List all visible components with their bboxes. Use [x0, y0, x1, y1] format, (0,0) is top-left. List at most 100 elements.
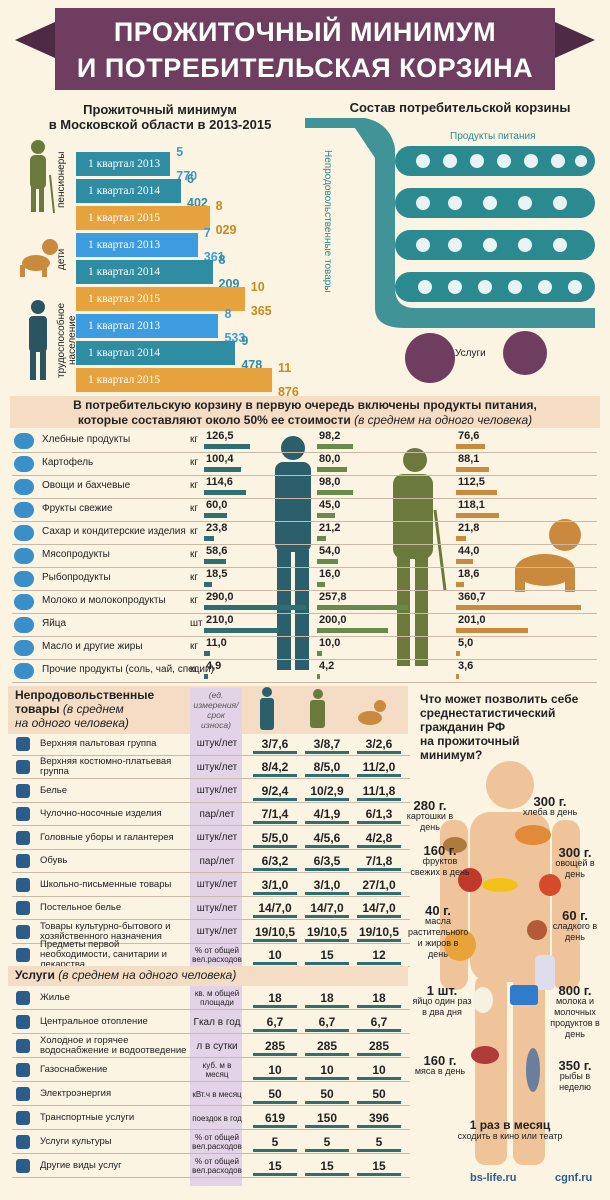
row-icon [16, 1135, 30, 1149]
food-value-p: 200,0 [319, 614, 347, 626]
row-icon [16, 1039, 30, 1053]
food-value-a: 11,0 [206, 637, 227, 649]
note-text: мяса в день [414, 1066, 466, 1076]
row-name: Услуги культуры [40, 1136, 112, 1147]
row-unit: % от общей вел.расходов [192, 1133, 242, 1151]
food-bar-c [456, 444, 485, 449]
minimum-bar: 1 квартал 2015 [76, 368, 272, 392]
minimum-row: 1 квартал 2015 11 876 [76, 356, 313, 404]
row-value-c: 27/1,0 [362, 877, 396, 892]
food-bar-a [204, 490, 246, 495]
row-icon [16, 760, 30, 775]
food-value-c: 76,6 [458, 430, 480, 442]
food-bar-a [204, 651, 210, 656]
row-value-p: 50 [320, 1087, 334, 1101]
table-row: Школьно-письменные товары штук/лет 3/1,0 3/… [12, 873, 410, 897]
row-value-a: 5 [271, 1135, 279, 1149]
row-bar-a [253, 868, 297, 871]
row-bar-c [357, 1149, 401, 1152]
food-unit: кг [190, 572, 199, 583]
basket-diagram [305, 118, 595, 383]
food-header: В потребительскую корзину в первую очере… [10, 398, 600, 428]
row-bar-c [357, 1005, 401, 1008]
row-name: Холодное и горячее водоснабжение и водоо… [40, 1035, 187, 1056]
row-value-c: 14/7,0 [362, 901, 396, 916]
row-value-p: 4/1,9 [313, 807, 341, 822]
row-value-a: 7/1,4 [261, 807, 289, 822]
table-row: Холодное и горячее водоснабжение и водоо… [12, 1034, 410, 1058]
row-value-a: 18 [268, 991, 282, 1005]
food-value-p: 45,0 [319, 499, 341, 511]
note-value: 160 г. [423, 1053, 457, 1068]
row-value-a: 10 [268, 948, 282, 963]
row-bar-a [253, 962, 297, 965]
minimum-row: 1 квартал 2013 8 533 [76, 302, 254, 350]
minimum-bar: 1 квартал 2015 [76, 287, 245, 311]
food-name: Мясопродукты [42, 549, 110, 560]
minimum-row: 1 квартал 2014 9 478 [76, 329, 271, 377]
row-name: Чулочно-носочные изделия [40, 808, 162, 820]
food-bar-a [204, 513, 227, 518]
row-bar-c [357, 844, 401, 848]
row-unit: пар/лет [199, 808, 235, 820]
row-value-c: 3/2,6 [365, 736, 393, 751]
food-separator [12, 452, 597, 453]
row-value-c: 5 [375, 1135, 383, 1149]
food-row: Молоко и молокопродукты кг 290,0 257,8 360,7 [12, 591, 597, 614]
row-value-p: 6,7 [318, 1015, 336, 1029]
food-unit: кг [190, 434, 199, 445]
table-row: Постельное белье штук/лет 14/7,0 14/7,0 14/7… [12, 897, 410, 920]
row-name: Обувь [40, 855, 68, 867]
food-bar-a [204, 559, 226, 564]
row-bar-a [253, 844, 297, 848]
minimum-row: 1 квартал 2013 7 361 [76, 221, 233, 269]
row-bar-a [253, 1173, 297, 1176]
food-bar-c [456, 605, 581, 610]
food-name: Масло и другие жиры [42, 641, 143, 652]
note-item: 160 г. мяса в день [410, 1053, 470, 1077]
food-value-a: 290,0 [206, 591, 234, 603]
row-value-p: 10 [320, 1063, 334, 1077]
note-text: картошки в день [406, 811, 454, 832]
question-line2: среднестатистический [420, 706, 556, 720]
table-row: Белье штук/лет 9/2,4 10/2,9 11/1,8 [12, 779, 410, 803]
note-text: овощей в день [555, 858, 595, 879]
row-bar-c [357, 1029, 401, 1032]
nonfood-people-icons [260, 687, 386, 730]
row-value-p: 10/2,9 [310, 783, 344, 798]
question-line5: минимум? [420, 748, 483, 762]
minimum-row: 1 квартал 2015 10 365 [76, 275, 286, 323]
basket-nonfood-label: Непродовольственные товары [322, 150, 333, 293]
row-icon [16, 1087, 30, 1101]
row-bar-a [253, 1101, 297, 1104]
food-bar-p [317, 467, 347, 472]
note-value: 350 г. [558, 1058, 592, 1073]
food-separator [12, 521, 597, 522]
row-bar-p [305, 962, 349, 965]
row-bar-p [305, 1101, 349, 1104]
food-value-p: 80,0 [319, 453, 341, 465]
row-icon [16, 736, 30, 751]
services-unit-bg [190, 986, 242, 1186]
row-unit: штук/лет [196, 785, 238, 797]
row-value-p: 18 [320, 991, 334, 1005]
services-title: Услуги (в среднем на одного человека) [15, 968, 236, 982]
row-value-a: 10 [268, 1063, 282, 1077]
row-value-c: 10 [372, 1063, 386, 1077]
food-value-p: 98,0 [319, 476, 341, 488]
banner-fold-right [555, 22, 595, 58]
food-bar-a [204, 444, 250, 449]
row-bar-p [305, 868, 349, 871]
note-item: 1 раз в месяц сходить в кино или театр [440, 1119, 580, 1142]
row-bar-c [357, 962, 401, 965]
food-bar-p [317, 605, 408, 610]
question-line3: гражданин РФ [420, 720, 506, 734]
basket-services-label: Услуги [455, 348, 486, 359]
row-icon [16, 830, 30, 845]
row-name: Электроэнергия [40, 1088, 112, 1099]
food-bar-c [456, 582, 464, 587]
table-row: Услуги культуры % от общей вел.расходов 5 5… [12, 1130, 410, 1154]
title-line2: И ПОТРЕБИТЕЛЬСКАЯ КОРЗИНА [76, 53, 534, 83]
food-value-p: 4,2 [319, 660, 335, 672]
row-bar-p [305, 1005, 349, 1008]
